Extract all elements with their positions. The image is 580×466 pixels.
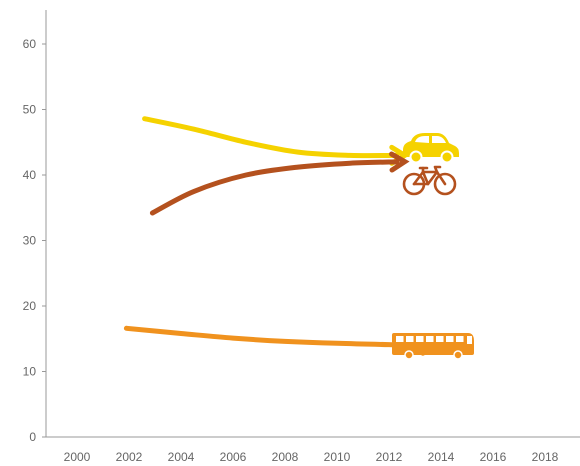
x-tick-label: 2000 [64, 450, 91, 464]
y-tick-label: 30 [23, 234, 37, 248]
series-car [142, 116, 410, 166]
series-arrowhead [389, 151, 410, 173]
series-bus [123, 325, 441, 356]
x-tick-label: 2018 [532, 450, 559, 464]
axes [45, 10, 580, 438]
car-icon [403, 133, 459, 164]
y-tick-label: 10 [23, 365, 37, 379]
x-tick-label: 2012 [376, 450, 403, 464]
series-bicycle [149, 151, 410, 216]
series-line [142, 116, 400, 159]
x-tick-label: 2006 [220, 450, 247, 464]
x-tick-label: 2008 [272, 450, 299, 464]
x-tick-label: 2002 [116, 450, 143, 464]
y-tick-label: 40 [23, 168, 37, 182]
x-tick-labels: 2000 2002 2004 2006 2008 2010 2012 2014 2016 2018… [64, 450, 559, 464]
bus-icon [392, 333, 474, 360]
y-tick-labels: 0 10 20 30 40 50 60 [23, 37, 46, 444]
x-tick-label: 2010 [324, 450, 351, 464]
series-layer [123, 116, 441, 356]
y-tick-label: 60 [23, 37, 37, 51]
icons-layer [392, 133, 474, 360]
x-tick-label: 2004 [168, 450, 195, 464]
y-tick-label: 0 [29, 430, 36, 444]
y-tick-label: 20 [23, 299, 37, 313]
series-line [123, 325, 431, 348]
x-tick-label: 2016 [480, 450, 507, 464]
y-tick-label: 50 [23, 103, 37, 117]
x-tick-label: 2014 [428, 450, 455, 464]
series-line [149, 159, 400, 216]
bicycle-icon [402, 165, 457, 196]
